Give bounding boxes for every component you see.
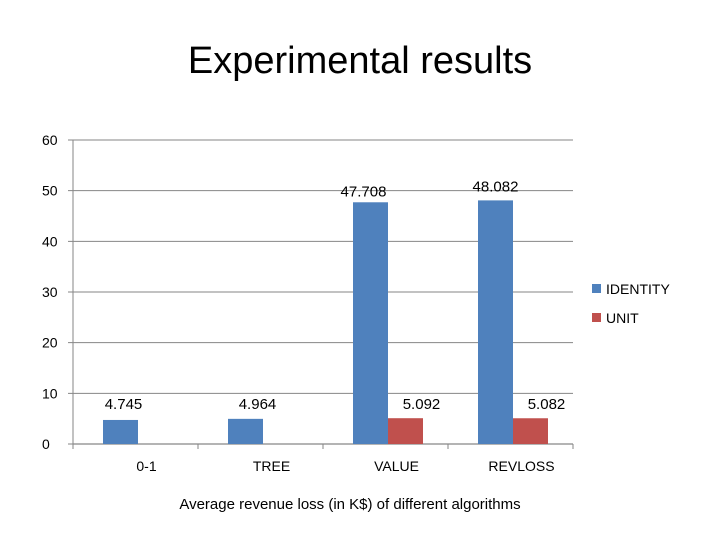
x-tick-label: VALUE: [374, 458, 419, 474]
bars: [103, 200, 548, 444]
data-label: 4.745: [105, 396, 143, 413]
legend-swatch-identity: [592, 284, 601, 293]
data-label: 48.082: [473, 178, 519, 195]
y-tick-label: 40: [42, 233, 58, 249]
bar-identity-revloss: [478, 200, 513, 444]
legend-swatch-unit: [592, 313, 601, 322]
x-axis-title: Average revenue loss (in K$) of differen…: [179, 496, 521, 513]
y-tick-label: 50: [42, 183, 58, 199]
legend-label-identity: IDENTITY: [606, 281, 670, 297]
data-labels: 4.745 4.964 47.708 5.092 48.082 5.082: [105, 178, 566, 413]
chart-title: Experimental results: [187, 40, 533, 82]
y-tick-label: 0: [42, 436, 50, 452]
legend-label-unit: UNIT: [606, 310, 639, 326]
bar-identity-value: [353, 202, 388, 444]
data-label: 5.082: [528, 396, 566, 413]
y-tick-label: 20: [42, 335, 58, 351]
bar-unit-value: [388, 418, 423, 444]
x-tick-labels: 0-1 TREE VALUE REVLOSS: [136, 458, 554, 474]
data-label: 4.964: [239, 396, 277, 413]
x-tick-label: 0-1: [136, 458, 156, 474]
bar-unit-revloss: [513, 418, 548, 444]
data-label: 47.708: [341, 183, 387, 200]
y-tick-label: 30: [42, 284, 58, 300]
legend: IDENTITY UNIT: [592, 281, 670, 326]
bar-identity-tree: [228, 418, 263, 444]
gridlines: [68, 139, 574, 449]
bar-identity-0-1: [103, 419, 138, 444]
data-label: 5.092: [403, 396, 441, 413]
x-tick-label: REVLOSS: [488, 458, 554, 474]
x-tick-label: TREE: [253, 458, 290, 474]
y-tick-label: 10: [42, 385, 58, 401]
y-tick-label: 60: [42, 132, 58, 148]
y-tick-labels: 0 10 20 30 40 50 60: [42, 132, 58, 452]
